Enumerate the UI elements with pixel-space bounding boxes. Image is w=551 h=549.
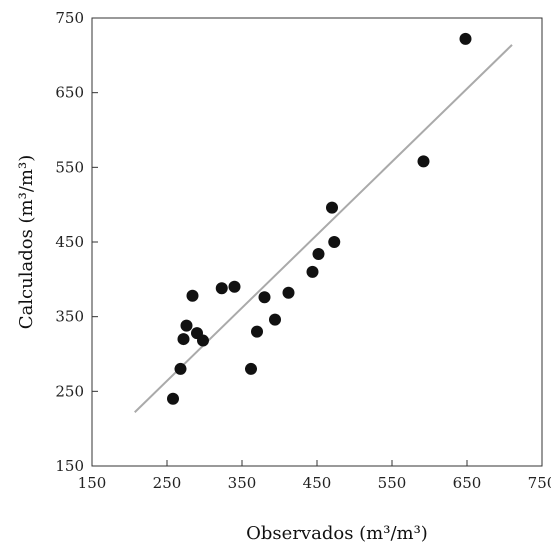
data-point [180,319,193,332]
y-tick-label: 250 [55,382,84,400]
x-axis-title: Observados (m³/m³) [246,523,428,544]
data-point [167,392,179,405]
y-tick-label: 750 [55,9,84,27]
y-axis-title: Calculados (m³/m³) [16,155,37,329]
x-tick-label: 150 [78,474,107,492]
data-point [215,282,228,295]
data-points [167,32,472,405]
data-point [306,265,319,278]
x-tick-label: 250 [153,474,182,492]
data-point [326,201,338,214]
y-tick-label: 350 [55,308,84,326]
data-point [312,247,325,260]
data-point [186,289,199,302]
y-tick-label: 450 [55,233,84,251]
data-point [328,236,341,248]
trend-line-group [134,44,513,413]
data-point [417,155,430,168]
data-point [228,280,241,293]
data-point [282,286,295,299]
plot-frame [91,17,543,467]
x-tick-label: 550 [378,474,407,492]
data-point [269,313,281,326]
x-tick-label: 750 [528,474,551,492]
data-point [197,334,209,347]
data-point [251,325,263,338]
x-tick-label: 350 [228,474,257,492]
data-point [245,362,257,375]
data-point [174,362,187,375]
trend-line [134,44,513,413]
data-point [459,32,472,45]
data-point [258,291,271,304]
axis-ticks: 150 250 350 450 550 650 750 150 250 350 450 550 650 7… [55,9,551,492]
y-tick-label: 150 [55,457,84,475]
y-tick-label: 650 [55,84,84,102]
x-tick-label: 650 [453,474,482,492]
data-point [177,333,190,346]
y-tick-label: 550 [55,158,84,176]
x-tick-label: 450 [303,474,332,492]
